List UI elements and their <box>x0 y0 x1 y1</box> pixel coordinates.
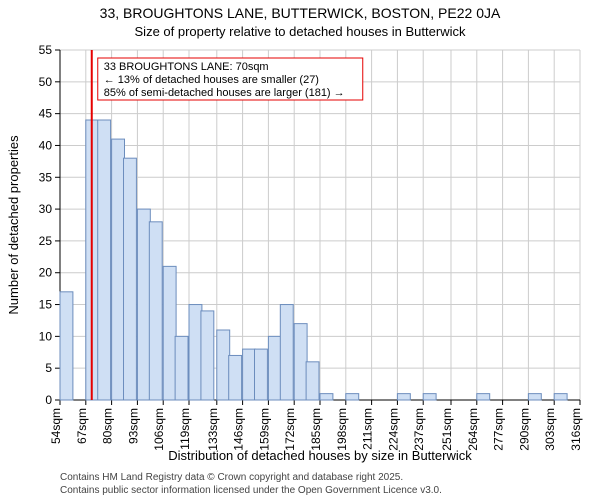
tick-label-x: 211sqm <box>361 408 375 450</box>
histogram-bar <box>268 336 281 400</box>
tick-label-y: 55 <box>39 43 53 57</box>
histogram-bar <box>60 292 73 400</box>
histogram-bar <box>137 209 150 400</box>
tick-label-x: 303sqm <box>543 408 557 451</box>
histogram-bar <box>163 266 176 400</box>
tick-label-x: 119sqm <box>178 408 192 450</box>
footer-line2: Contains public sector information licen… <box>60 485 442 496</box>
x-axis-label: Distribution of detached houses by size … <box>168 448 472 463</box>
footer-line1: Contains HM Land Registry data © Crown c… <box>60 472 403 483</box>
tick-label-x: 224sqm <box>386 408 400 451</box>
annotation-line3: 85% of semi-detached houses are larger (… <box>104 87 345 99</box>
tick-label-x: 54sqm <box>49 408 63 444</box>
histogram-bar <box>217 330 230 400</box>
histogram-bar <box>229 355 242 400</box>
tick-label-x: 159sqm <box>257 408 271 451</box>
tick-label-x: 185sqm <box>309 408 323 451</box>
annotation-line2: ← 13% of detached houses are smaller (27… <box>104 74 319 86</box>
histogram-bar <box>255 349 268 400</box>
tick-label-y: 30 <box>39 202 53 216</box>
histogram-bar <box>320 394 333 400</box>
tick-label-x: 133sqm <box>206 408 220 451</box>
histogram-bar <box>528 394 541 400</box>
histogram-bar <box>189 305 202 400</box>
tick-label-x: 146sqm <box>232 408 246 451</box>
tick-label-x: 251sqm <box>440 408 454 451</box>
tick-label-y: 15 <box>39 298 53 312</box>
histogram-bar <box>554 394 567 400</box>
histogram-bar <box>306 362 319 400</box>
histogram-bar <box>243 349 256 400</box>
histogram-bar <box>346 394 359 400</box>
histogram-bar <box>294 324 307 400</box>
chart-subtitle: Size of property relative to detached ho… <box>135 24 466 39</box>
tick-label-y: 45 <box>39 107 53 121</box>
tick-label-y: 20 <box>39 266 53 280</box>
histogram-chart: 33, BROUGHTONS LANE, BUTTERWICK, BOSTON,… <box>0 0 600 500</box>
histogram-bar <box>477 394 490 400</box>
histogram-bar <box>175 336 188 400</box>
tick-label-x: 237sqm <box>412 408 426 451</box>
tick-label-x: 93sqm <box>126 408 140 444</box>
y-axis-label: Number of detached properties <box>6 135 21 315</box>
histogram-bar <box>124 158 137 400</box>
tick-label-x: 172sqm <box>283 408 297 451</box>
tick-label-y: 5 <box>45 361 52 375</box>
histogram-bar <box>280 305 293 400</box>
histogram-bar <box>201 311 214 400</box>
tick-label-y: 35 <box>39 170 53 184</box>
histogram-bar <box>98 120 111 400</box>
histogram-bar <box>112 139 125 400</box>
chart-title: 33, BROUGHTONS LANE, BUTTERWICK, BOSTON,… <box>100 5 501 21</box>
tick-label-y: 50 <box>39 75 53 89</box>
tick-label-y: 10 <box>39 329 53 343</box>
tick-label-x: 290sqm <box>517 408 531 451</box>
tick-label-x: 80sqm <box>101 408 115 444</box>
tick-label-y: 0 <box>45 393 52 407</box>
tick-label-x: 277sqm <box>492 408 506 451</box>
tick-label-x: 198sqm <box>335 408 349 451</box>
histogram-bar <box>149 222 162 400</box>
tick-label-y: 25 <box>39 234 53 248</box>
tick-label-x: 316sqm <box>569 408 583 451</box>
tick-label-x: 106sqm <box>152 408 166 451</box>
tick-label-x: 264sqm <box>466 408 480 451</box>
tick-label-y: 40 <box>39 138 53 152</box>
histogram-bar <box>397 394 410 400</box>
tick-label-x: 67sqm <box>75 408 89 444</box>
annotation-line1: 33 BROUGHTONS LANE: 70sqm <box>104 61 269 73</box>
histogram-bar <box>423 394 436 400</box>
